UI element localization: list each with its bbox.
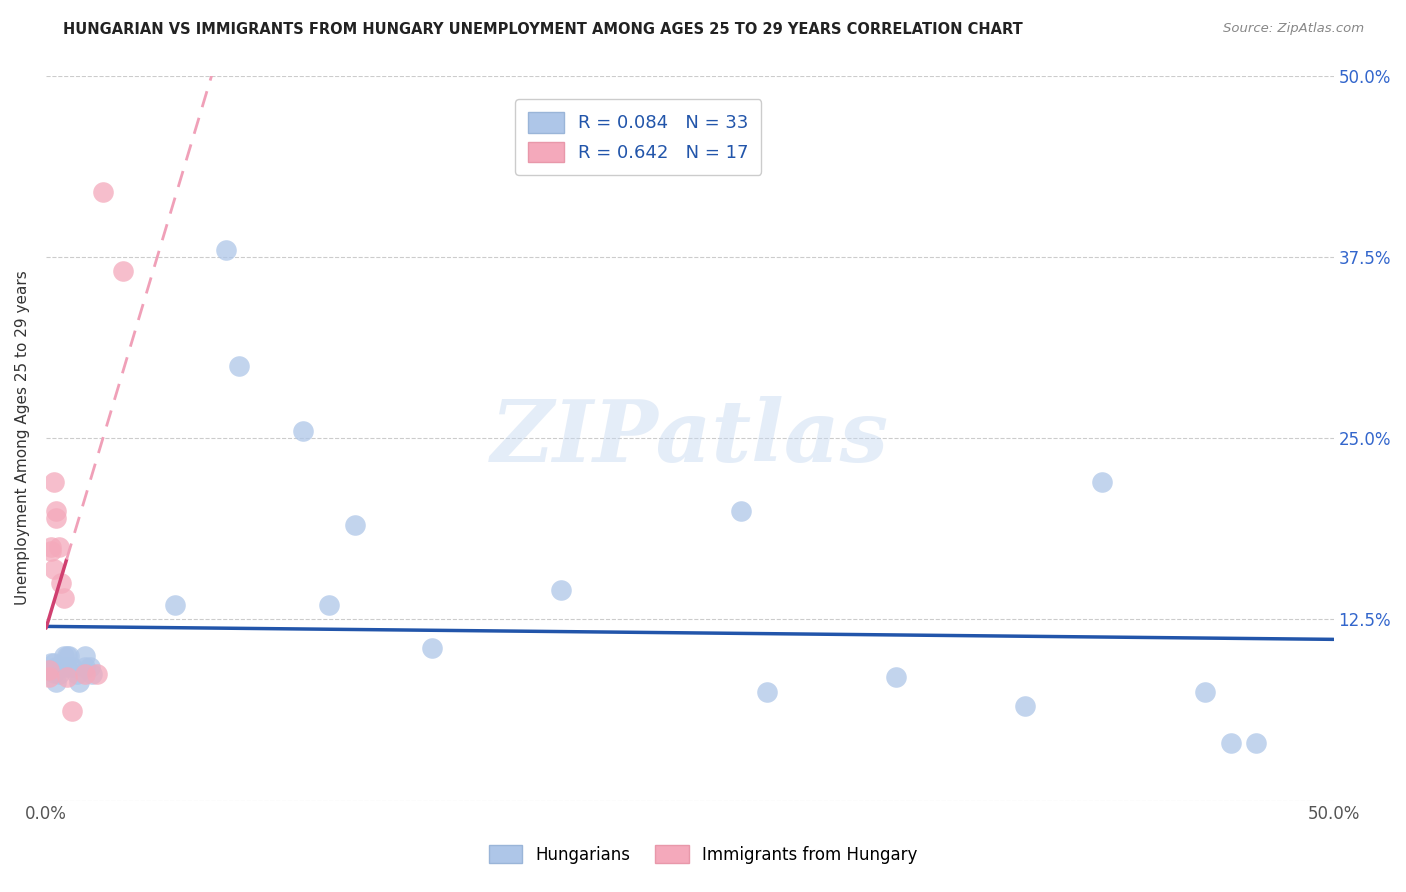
Point — [58, 648, 80, 663]
Point — [42, 665, 65, 680]
Point — [55, 660, 77, 674]
Point — [318, 598, 340, 612]
Point — [51, 660, 73, 674]
Point — [163, 598, 186, 612]
Point — [1194, 685, 1216, 699]
Point — [292, 424, 315, 438]
Point — [45, 674, 67, 689]
Point — [45, 511, 67, 525]
Point — [73, 667, 96, 681]
Point — [1091, 475, 1114, 489]
Text: Source: ZipAtlas.com: Source: ZipAtlas.com — [1223, 22, 1364, 36]
Point — [112, 264, 135, 278]
Text: HUNGARIAN VS IMMIGRANTS FROM HUNGARY UNEMPLOYMENT AMONG AGES 25 TO 29 YEARS CORR: HUNGARIAN VS IMMIGRANTS FROM HUNGARY UNE… — [63, 22, 1024, 37]
Point — [66, 667, 89, 681]
Point — [42, 475, 65, 489]
Legend: R = 0.084   N = 33, R = 0.642   N = 17: R = 0.084 N = 33, R = 0.642 N = 17 — [515, 99, 762, 175]
Point — [45, 503, 67, 517]
Point — [53, 648, 76, 663]
Point — [45, 660, 67, 674]
Point — [39, 663, 62, 677]
Point — [1246, 736, 1268, 750]
Point — [42, 656, 65, 670]
Point — [42, 561, 65, 575]
Legend: Hungarians, Immigrants from Hungary: Hungarians, Immigrants from Hungary — [482, 838, 924, 871]
Point — [51, 576, 73, 591]
Point — [215, 243, 238, 257]
Point — [79, 660, 101, 674]
Point — [550, 583, 572, 598]
Point — [756, 685, 779, 699]
Y-axis label: Unemployment Among Ages 25 to 29 years: Unemployment Among Ages 25 to 29 years — [15, 270, 30, 606]
Point — [730, 503, 752, 517]
Point — [39, 540, 62, 554]
Text: ZIPatlas: ZIPatlas — [491, 396, 889, 480]
Point — [48, 540, 70, 554]
Point — [91, 185, 114, 199]
Point — [86, 667, 108, 681]
Point — [55, 648, 77, 663]
Point — [73, 660, 96, 674]
Point — [38, 663, 60, 677]
Point — [60, 704, 83, 718]
Point — [1219, 736, 1241, 750]
Point — [73, 648, 96, 663]
Point — [69, 674, 91, 689]
Point — [420, 641, 443, 656]
Point — [82, 667, 104, 681]
Point — [48, 660, 70, 674]
Point — [228, 359, 250, 373]
Point — [60, 660, 83, 674]
Point — [53, 591, 76, 605]
Point — [343, 518, 366, 533]
Point — [38, 670, 60, 684]
Point — [39, 656, 62, 670]
Point — [884, 670, 907, 684]
Point — [55, 670, 77, 684]
Point — [38, 663, 60, 677]
Point — [48, 667, 70, 681]
Point — [39, 544, 62, 558]
Point — [1014, 699, 1036, 714]
